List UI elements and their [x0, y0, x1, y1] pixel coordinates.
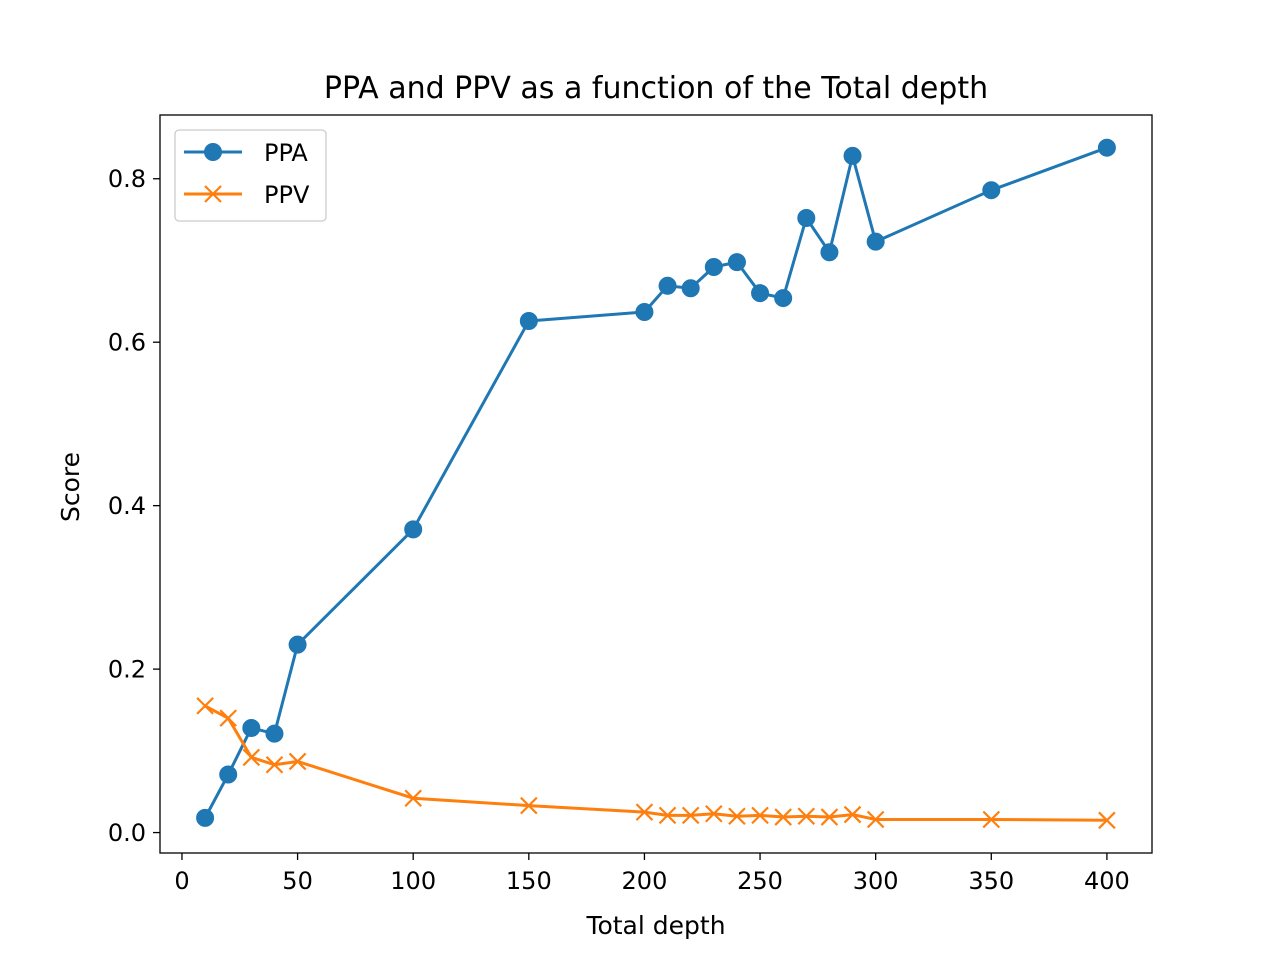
plot-area: [159, 114, 1153, 854]
x-tick-label: 300: [853, 867, 899, 895]
ppa-point: [1097, 138, 1116, 157]
legend-item-ppa: PPA: [184, 139, 308, 167]
x-axis: 0 50 100 150 200 250 300 350 400: [174, 853, 1130, 895]
ppa-line: [203, 146, 1108, 819]
legend-marker-ppa: [204, 143, 222, 161]
ppa-point: [751, 284, 770, 303]
y-tick-label: 0.8: [108, 165, 146, 193]
y-tick-label: 0.4: [108, 492, 146, 520]
ppa-point: [242, 718, 261, 737]
ppv-point: [866, 810, 885, 829]
ppv-point: [520, 796, 538, 815]
ppa-point: [288, 635, 307, 654]
ppa-point: [843, 146, 862, 165]
ppv-point: [728, 807, 746, 826]
ppv-point: [751, 806, 769, 825]
y-axis: 0.0 0.2 0.4 0.6 0.8: [108, 165, 160, 847]
y-tick-label: 0.6: [108, 329, 146, 357]
x-tick-label: 400: [1084, 867, 1130, 895]
legend: PPA PPV: [174, 129, 327, 222]
ppa-point: [866, 232, 885, 251]
series-ppa: [196, 138, 1116, 827]
ppv-point: [797, 807, 816, 826]
ppa-point: [658, 276, 677, 295]
ppv-point: [820, 808, 839, 826]
ppa-point: [820, 243, 839, 262]
y-axis-label: Score: [56, 452, 85, 522]
ppv-point: [265, 755, 284, 774]
ppa-point: [774, 289, 793, 308]
ppa-point: [635, 302, 654, 321]
legend-item-ppv: PPV: [184, 181, 310, 209]
ppv-point: [242, 748, 261, 767]
ppv-point: [774, 808, 792, 826]
ppv-point: [219, 709, 237, 727]
chart-title: PPA and PPV as a function of the Total d…: [324, 71, 988, 106]
x-tick-label: 150: [506, 867, 552, 895]
ppa-point: [519, 311, 538, 330]
ppv-point: [658, 806, 677, 825]
y-tick-label: 0.0: [108, 819, 146, 847]
y-tick-label: 0.2: [108, 656, 146, 684]
ppv-point: [705, 804, 723, 823]
ppa-point: [982, 181, 1001, 200]
legend-label-ppv: PPV: [264, 181, 310, 209]
ppa-point: [704, 258, 723, 277]
ppa-point: [727, 253, 746, 272]
legend-label-ppa: PPA: [264, 139, 308, 167]
ppa-point: [265, 724, 284, 743]
ppv-point: [635, 803, 654, 821]
x-axis-label: Total depth: [585, 911, 725, 940]
ppa-point: [797, 208, 816, 227]
ppa-point: [219, 765, 238, 784]
ppv-point: [982, 810, 1001, 829]
x-tick-label: 200: [622, 867, 668, 895]
series-layer: [196, 138, 1116, 830]
ppv-point: [288, 752, 307, 771]
ppv-point: [404, 789, 422, 808]
x-tick-label: 0: [174, 867, 189, 895]
ppv-line: [204, 704, 1107, 822]
x-tick-label: 100: [390, 867, 436, 895]
ppa-point: [196, 808, 215, 827]
ppa-point: [404, 520, 423, 539]
x-tick-label: 250: [737, 867, 783, 895]
ppa-point: [681, 279, 700, 298]
ppv-point: [196, 697, 214, 715]
x-tick-label: 50: [282, 867, 313, 895]
legend-marker-ppv: [204, 185, 222, 203]
ppv-point: [1098, 811, 1116, 830]
ppv-point: [681, 806, 700, 825]
series-ppv: [196, 697, 1116, 830]
ppv-point: [843, 805, 862, 824]
x-tick-label: 350: [968, 867, 1014, 895]
